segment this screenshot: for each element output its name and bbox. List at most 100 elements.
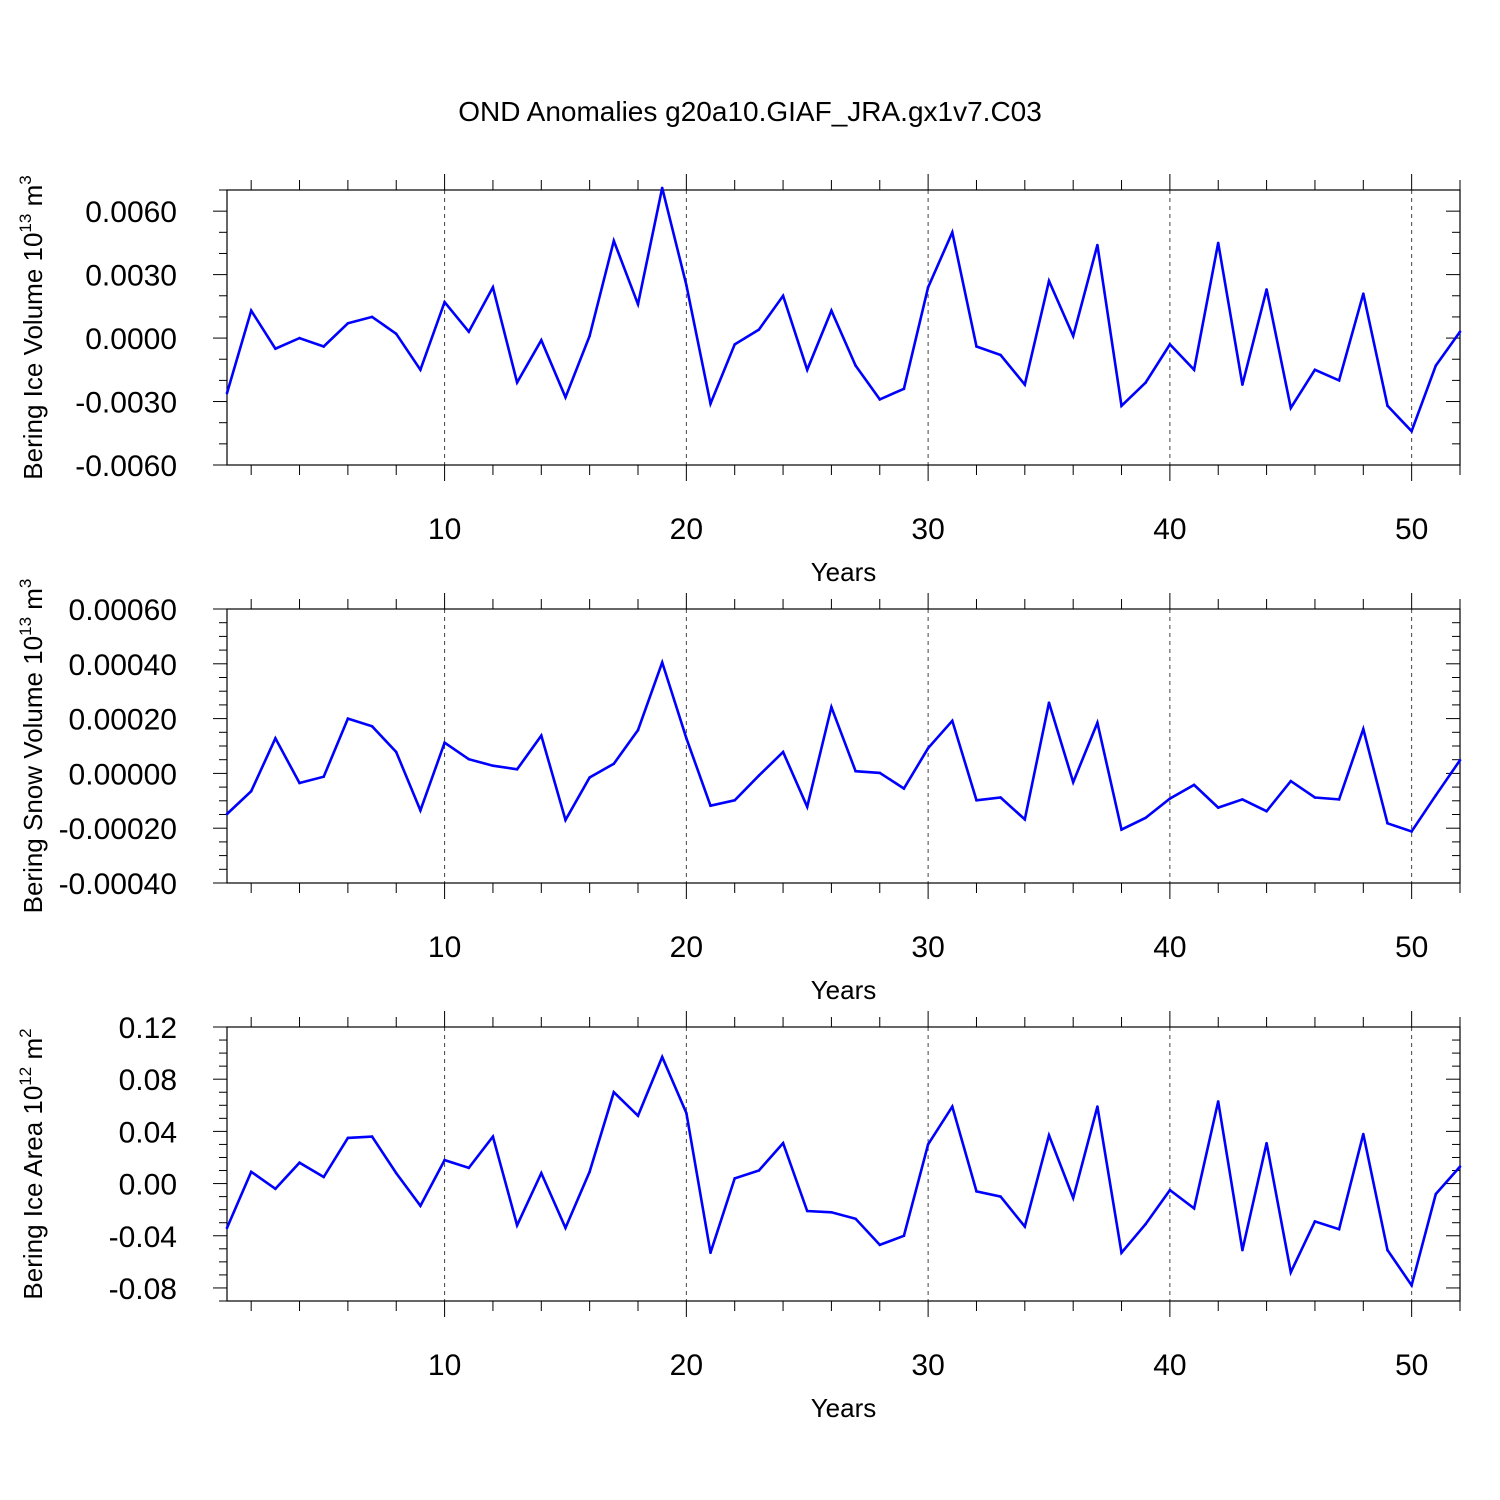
y-tick-label: -0.08	[109, 1273, 177, 1306]
y-tick-label: 0.0060	[85, 196, 177, 229]
data-point	[564, 818, 567, 822]
data-point	[539, 338, 543, 342]
y-tick-label: 0.0000	[85, 323, 177, 356]
data-point	[1096, 721, 1099, 725]
data-point	[1434, 1192, 1438, 1196]
data-point	[443, 741, 446, 745]
x-tick-label: 50	[1395, 513, 1428, 546]
y-tick-label: -0.00020	[59, 813, 177, 846]
data-point	[685, 1111, 688, 1115]
data-point	[1047, 1133, 1051, 1137]
data-point	[781, 294, 785, 298]
data-point	[491, 1135, 495, 1138]
data-point	[1410, 830, 1413, 833]
series-line	[226, 658, 1462, 834]
data-point	[926, 1143, 930, 1146]
data-point	[443, 1158, 446, 1162]
data-point	[1313, 368, 1317, 372]
y-tick-label: -0.0030	[75, 387, 177, 420]
data-point	[733, 343, 737, 346]
plot-frame	[226, 189, 1461, 466]
data-point	[1192, 368, 1196, 372]
chart-title: OND Anomalies g20a10.GIAF_JRA.gx1v7.C03	[458, 96, 1042, 127]
x-tick-label: 10	[428, 931, 461, 964]
data-point	[685, 737, 688, 740]
data-point	[467, 1166, 471, 1170]
data-point	[757, 328, 761, 331]
data-point	[733, 798, 737, 802]
x-tick-label: 20	[670, 1349, 703, 1382]
data-point	[419, 809, 422, 812]
data-point	[757, 1169, 761, 1172]
data-point	[1386, 821, 1389, 825]
data-point	[660, 661, 664, 664]
y-tick-label: -0.00040	[59, 868, 177, 901]
data-point	[878, 398, 882, 401]
data-point	[1023, 818, 1027, 821]
data-point	[225, 1226, 229, 1230]
panel-snow-volume: -0.00040 -0.00020 0.00000 0.00020 0.00040 0.0…	[16, 579, 1462, 1005]
series-line	[225, 1053, 1461, 1289]
data-point	[274, 1187, 277, 1191]
data-point	[394, 750, 398, 754]
data-point	[1047, 701, 1051, 705]
data-point	[1386, 1248, 1389, 1252]
data-point	[1337, 1227, 1341, 1231]
data-point	[370, 315, 374, 319]
panel-ice-area: -0.08 -0.04 0.00 0.04 0.08 0.12 10 20 30 40 50 Year…	[16, 1011, 1462, 1423]
x-tick-label: 20	[670, 513, 703, 546]
data-point	[1168, 797, 1172, 800]
x-tick-label: 30	[911, 1349, 944, 1382]
data-point	[1241, 798, 1244, 801]
data-point	[1458, 330, 1462, 334]
data-point	[467, 330, 471, 334]
data-point	[636, 728, 640, 732]
data-point	[660, 186, 664, 190]
data-point	[709, 804, 712, 808]
data-point	[878, 1243, 882, 1247]
x-axis-label: Years	[811, 557, 877, 587]
data-point	[588, 1170, 591, 1174]
series-line	[225, 187, 1462, 434]
x-tick-label: 50	[1395, 1349, 1428, 1382]
data-point	[249, 1170, 253, 1174]
data-point	[249, 309, 253, 312]
data-point	[225, 812, 229, 816]
data-point	[1458, 758, 1462, 762]
x-tick-label: 30	[911, 513, 944, 546]
data-point	[1071, 1196, 1075, 1200]
y-axis-label: Bering Ice Volume 1013 m3	[16, 175, 48, 479]
plot-frame	[226, 608, 1461, 884]
data-point	[1144, 381, 1148, 384]
data-point	[346, 717, 350, 720]
data-point	[225, 391, 229, 395]
x-tick-label: 40	[1153, 513, 1186, 546]
data-point	[902, 387, 906, 391]
data-point	[854, 769, 857, 773]
data-point	[1361, 1132, 1365, 1136]
data-point	[1361, 727, 1365, 731]
data-point	[1023, 383, 1027, 386]
data-point	[298, 336, 301, 340]
y-tick-label: 0.12	[119, 1012, 177, 1045]
data-point	[830, 705, 833, 709]
data-point	[515, 1224, 519, 1227]
data-point	[539, 1171, 543, 1175]
data-point	[612, 239, 616, 243]
data-point	[1071, 780, 1075, 784]
data-point	[1313, 1220, 1317, 1223]
data-point	[612, 1090, 616, 1094]
data-point	[1023, 1225, 1027, 1228]
data-point	[588, 776, 591, 779]
y-tick-label: -0.04	[109, 1221, 177, 1254]
x-axis-label: Years	[811, 1393, 877, 1423]
data-point	[1241, 383, 1244, 386]
data-point	[1265, 809, 1268, 813]
data-point	[975, 798, 978, 802]
x-tick-label: 50	[1395, 931, 1428, 964]
data-point	[1265, 1141, 1268, 1145]
data-point	[419, 1204, 422, 1208]
data-point	[1337, 379, 1341, 382]
data-point	[322, 345, 326, 348]
